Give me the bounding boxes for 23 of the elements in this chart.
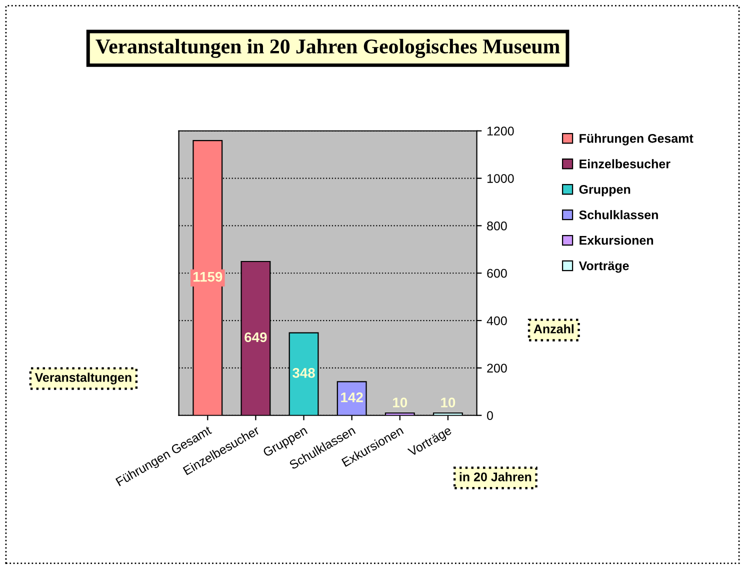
legend-label: Gruppen [579, 184, 630, 196]
legend-label: Vorträge [578, 261, 629, 273]
y-tick-label: 200 [487, 364, 507, 373]
y-tick-label: 400 [486, 316, 507, 326]
data-label: 10 [441, 398, 456, 408]
y-tick-label: 1000 [487, 174, 514, 183]
data-label: 348 [292, 368, 315, 378]
data-label: 10 [393, 398, 408, 408]
text: in 20 Jahren [460, 472, 532, 482]
y-tick-label: 800 [487, 222, 507, 230]
legend-label: Exkursionen [580, 236, 654, 245]
data-label: 142 [341, 392, 363, 402]
y-tick-label: 600 [487, 268, 507, 278]
y-axis-title: Anzahl [534, 324, 574, 334]
legend-label: Führungen Gesamt [580, 134, 694, 146]
data-label: 1159 [193, 272, 222, 282]
x-axis-title: Veranstaltungen [34, 372, 132, 384]
y-tick-label: 1200 [487, 126, 514, 136]
legend-label: Schulklassen [579, 210, 658, 220]
data-label: 649 [244, 332, 267, 342]
y-tick-label: 0 [487, 411, 493, 420]
chart-title: Veranstaltungen in 20 Jahren Geologisches Museum [96, 38, 560, 58]
legend-label: Einzelbesucher [580, 159, 670, 168]
